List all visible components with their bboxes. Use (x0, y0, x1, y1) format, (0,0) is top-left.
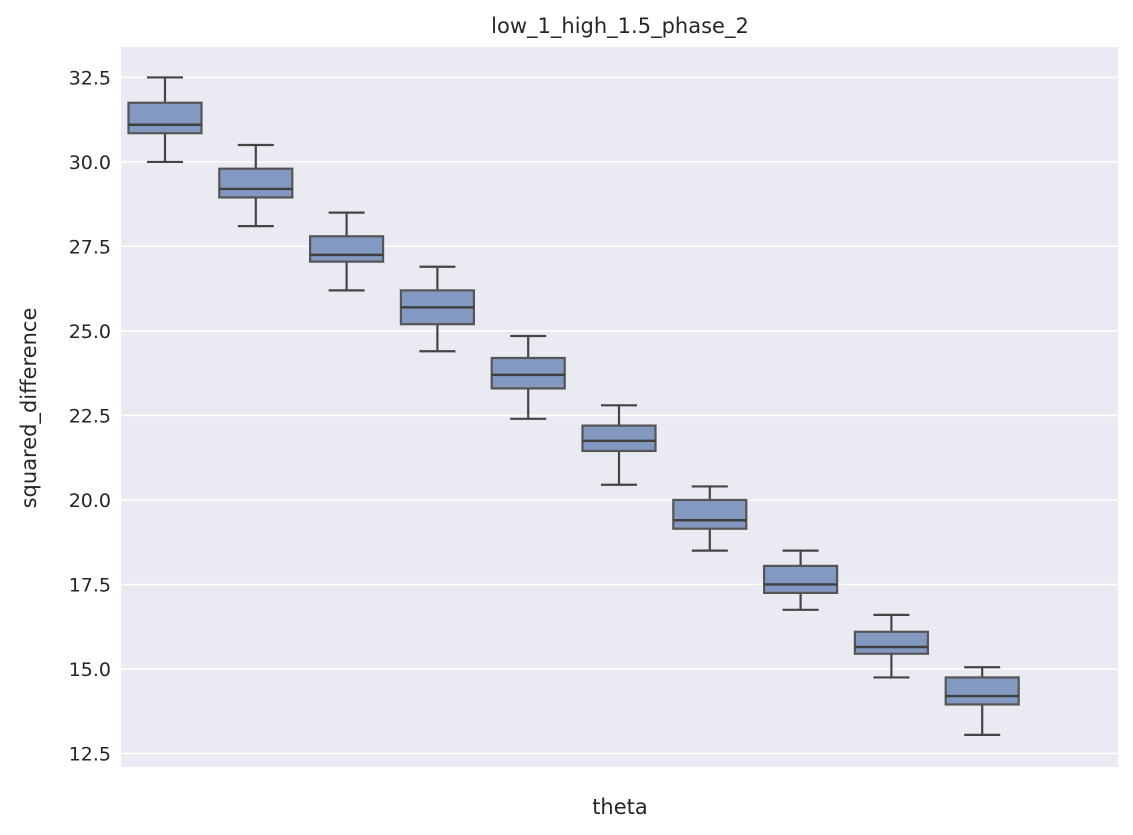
gridlines (121, 76, 1118, 755)
box-5 (490, 334, 566, 420)
iqr-box (762, 564, 839, 595)
box-6 (581, 404, 657, 486)
iqr-box (581, 424, 657, 453)
iqr-box (490, 356, 566, 390)
x-axis-label: theta (592, 795, 648, 819)
iqr-box (309, 235, 385, 263)
y-tick-label: 25.0 (69, 321, 111, 343)
iqr-box (944, 676, 1020, 706)
iqr-box (672, 498, 748, 530)
box-3 (309, 211, 385, 292)
box-series (127, 76, 1020, 736)
y-tick-label: 17.5 (69, 574, 111, 596)
iqr-box (853, 630, 930, 655)
box-2 (218, 143, 294, 228)
box-4 (399, 265, 475, 353)
y-tick-label: 12.5 (69, 743, 111, 765)
iqr-box (127, 101, 203, 135)
y-tick-label: 15.0 (69, 659, 111, 681)
y-tick-label: 20.0 (69, 490, 111, 512)
y-axis-label: squared_difference (17, 308, 42, 509)
y-tick-label: 30.0 (69, 152, 111, 174)
y-tick-label: 22.5 (69, 405, 111, 427)
y-tick-labels: 12.5 15.0 17.5 20.0 22.5 25.0 27.5 30.0 32.5 (69, 67, 111, 765)
box-9 (853, 613, 930, 679)
box-8 (762, 549, 839, 611)
chart-title: low_1_high_1.5_phase_2 (491, 14, 749, 39)
y-tick-label: 27.5 (69, 236, 111, 258)
box-1 (127, 76, 203, 164)
y-tick-label: 32.5 (69, 67, 111, 89)
box-10 (944, 666, 1020, 736)
iqr-box (218, 167, 294, 199)
box-7 (672, 485, 748, 552)
